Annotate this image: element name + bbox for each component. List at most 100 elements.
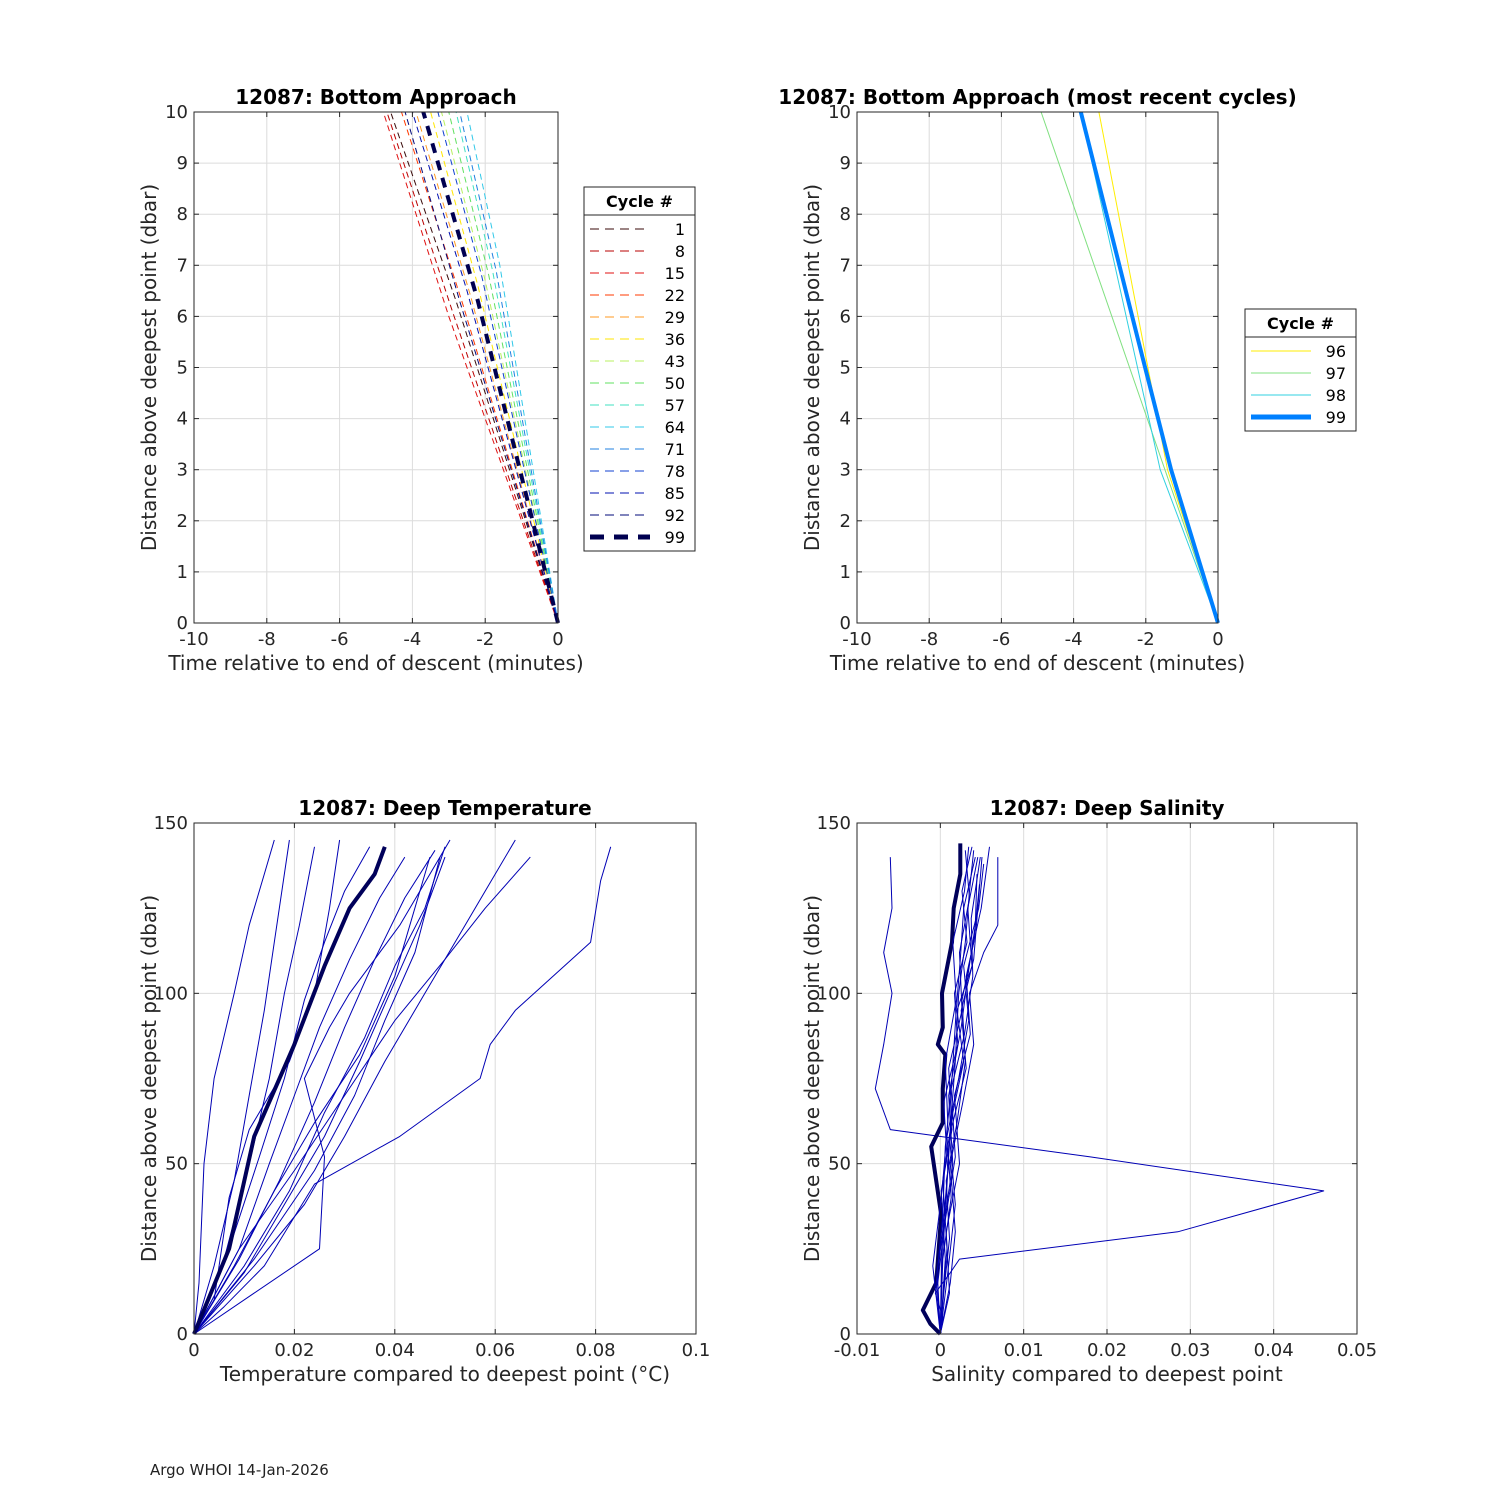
legend-entry-label: 78 [665, 462, 685, 481]
x-tick-label: -4 [1065, 629, 1083, 650]
axes-frame [193, 822, 697, 1335]
y-tick-label: 2 [840, 511, 851, 532]
profile-line-15 [939, 884, 980, 1335]
series-line-cycle-64 [466, 111, 559, 624]
x-tick-label: 0.02 [1087, 1340, 1127, 1361]
x-tick-label: 0.03 [1170, 1340, 1210, 1361]
x-tick-label: 0 [1212, 629, 1223, 650]
x-tick-label: 0 [935, 1340, 946, 1361]
x-tick-label: -6 [331, 629, 349, 650]
x-tick-label: -0.01 [834, 1340, 881, 1361]
series-line-cycle-92 [404, 111, 559, 624]
legend-entry-label: 99 [1326, 408, 1346, 427]
chart-temperature: 0 0.02 0.04 0.06 0.08 0.1 0 50 100 150 12087: Deep… [137, 796, 710, 1386]
x-axis-label: Salinity compared to deepest point [931, 1362, 1283, 1386]
x-tick-label: -10 [842, 629, 871, 650]
legend-entry-label: 8 [675, 242, 685, 261]
profile-line-12 [193, 856, 531, 1335]
x-tick-label: 0.01 [1004, 1340, 1044, 1361]
x-tick-label: 0.06 [475, 1340, 515, 1361]
legend-entry-label: 29 [665, 308, 685, 327]
x-tick-label: -8 [258, 629, 276, 650]
chart-salinity: -0.01 0 0.01 0.02 0.03 0.04 0.0505010015012087… [800, 796, 1377, 1386]
legend-title: Cycle # [1267, 314, 1334, 333]
y-axis-label: Distance above deepest point (dbar) [800, 184, 824, 551]
series-line-cycle-99 [1078, 111, 1220, 624]
y-tick-label: 150 [817, 813, 851, 834]
profile-line-1 [193, 839, 275, 1335]
x-tick-label: -2 [476, 629, 494, 650]
legend-entry-label: 57 [665, 396, 685, 415]
legend-entry-label: 92 [665, 506, 685, 525]
legend-box [1244, 308, 1357, 432]
profile-line-15 [193, 846, 612, 1335]
profile-line-6 [939, 846, 990, 1335]
x-tick-label: 0.04 [1254, 1340, 1294, 1361]
profile-line-11 [193, 839, 516, 1335]
x-axis-label: Time relative to end of descent (minutes… [829, 651, 1245, 675]
profile-line-16 [192, 846, 387, 1335]
y-tick-label: 2 [177, 511, 188, 532]
series-line-cycle-15 [382, 111, 559, 624]
legend: Cycle # 96 97 98 99 [1244, 308, 1357, 432]
legend: Cycle #1 8 15 22 29 36 43 50 57 64 71 78 85 92 99 [583, 186, 696, 552]
profile-line-8 [193, 856, 431, 1335]
y-tick-label: 4 [177, 409, 188, 430]
y-tick-label: 0 [177, 1324, 188, 1345]
series-line-cycle-43 [441, 111, 559, 624]
profile-line-2 [193, 839, 290, 1335]
y-tick-label: 1 [177, 562, 188, 583]
profile-line-5 [193, 856, 406, 1335]
y-tick-label: 1 [840, 562, 851, 583]
y-tick-label: 100 [817, 983, 851, 1004]
x-tick-label: 0.1 [682, 1340, 711, 1361]
x-tick-label: -10 [179, 629, 208, 650]
x-axis-label: Time relative to end of descent (minutes… [167, 651, 583, 675]
x-tick-label: 0.04 [375, 1340, 415, 1361]
x-axis-label: Temperature compared to deepest point (°… [219, 1362, 670, 1386]
y-tick-label: 8 [840, 204, 851, 225]
footer-credit: Argo WHOI 14-Jan-2026 [150, 1461, 329, 1479]
y-tick-label: 9 [177, 153, 188, 174]
series-line-cycle-50 [448, 111, 559, 624]
profile-line-8 [939, 857, 979, 1335]
x-tick-label: 0 [552, 629, 563, 650]
y-tick-label: 8 [177, 204, 188, 225]
legend-entry-label: 98 [1326, 386, 1346, 405]
series-line-cycle-97 [1040, 111, 1219, 624]
series-line-cycle-85 [411, 111, 559, 624]
series-line-cycle-1 [390, 111, 559, 624]
x-tick-label: 0.08 [576, 1340, 616, 1361]
y-tick-label: 5 [177, 358, 188, 379]
y-tick-label: 7 [177, 255, 188, 276]
profile-line-10 [936, 874, 978, 1335]
series-line-cycle-22 [401, 111, 559, 624]
profile-line-1 [874, 857, 1325, 1335]
chart-title: 12087: Deep Temperature [298, 796, 591, 820]
legend-entry-label: 64 [665, 418, 685, 437]
y-tick-label: 50 [165, 1154, 188, 1175]
series-line-cycle-98 [1080, 111, 1219, 624]
chart-title: 12087: Bottom Approach (most recent cycl… [778, 85, 1296, 109]
chart-title: 12087: Deep Salinity [990, 796, 1225, 820]
legend-entry-label: 1 [675, 220, 685, 239]
legend-entry-label: 71 [665, 440, 685, 459]
profile-line-7 [932, 846, 970, 1335]
profile-line-7 [193, 846, 446, 1335]
y-tick-label: 50 [828, 1154, 851, 1175]
profile-line-5 [939, 857, 983, 1335]
y-tick-label: 0 [840, 613, 851, 634]
y-tick-label: 0 [840, 1324, 851, 1345]
legend-entry-label: 43 [665, 352, 685, 371]
x-tick-label: 0.05 [1337, 1340, 1377, 1361]
y-tick-label: 3 [840, 460, 851, 481]
profile-line-9 [939, 863, 985, 1335]
y-axis-label: Distance above deepest point (dbar) [137, 184, 161, 551]
profile-line-11 [939, 857, 999, 1335]
legend-box [583, 186, 696, 552]
profile-line-13 [193, 839, 451, 1335]
legend-entry-label: 85 [665, 484, 685, 503]
legend-entry-label: 99 [665, 528, 685, 547]
